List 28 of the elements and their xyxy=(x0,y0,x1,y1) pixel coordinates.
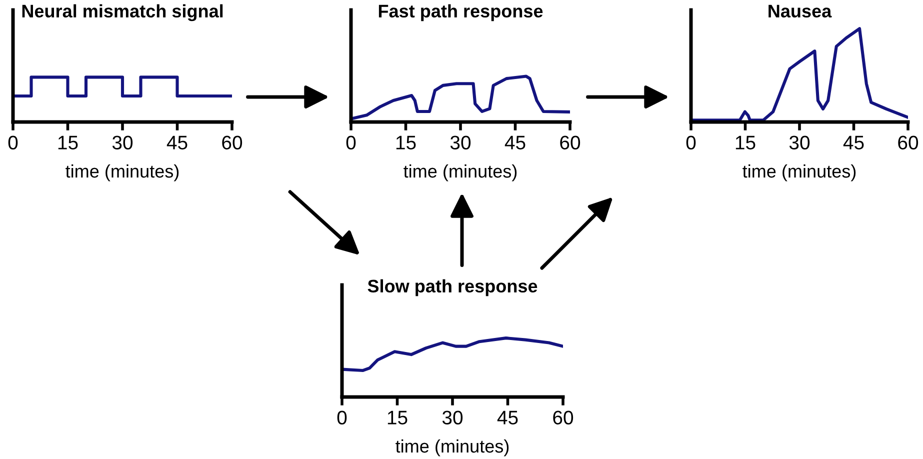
chart-title: Fast path response xyxy=(378,4,543,22)
x-tick-label: 0 xyxy=(686,136,696,150)
x-tick-label: 60 xyxy=(222,136,242,150)
x-axis-title: time (minutes) xyxy=(404,164,517,182)
x-tick-label: 30 xyxy=(442,410,463,424)
x-tick-label: 15 xyxy=(58,136,78,150)
chart-title: Slow path response xyxy=(368,279,538,296)
x-axis-title: time (minutes) xyxy=(396,439,509,456)
x-tick-label: 30 xyxy=(789,136,810,150)
x-tick-label: 60 xyxy=(553,410,574,424)
x-tick-label: 30 xyxy=(112,136,133,150)
x-tick-label: 30 xyxy=(450,136,471,150)
x-tick-label: 45 xyxy=(497,410,518,424)
x-axis-title: time (minutes) xyxy=(66,164,179,182)
x-tick-label: 45 xyxy=(504,136,526,150)
chart-title: Neural mismatch signal xyxy=(22,4,223,22)
x-tick-label: 0 xyxy=(346,136,356,150)
x-tick-label: 45 xyxy=(166,136,188,150)
x-tick-label: 15 xyxy=(388,410,408,424)
x-tick-label: 60 xyxy=(560,136,580,150)
x-tick-label: 15 xyxy=(736,136,756,150)
x-tick-label: 0 xyxy=(8,136,18,150)
x-tick-label: 60 xyxy=(898,136,918,150)
x-axis-title: time (minutes) xyxy=(742,164,856,182)
x-tick-label: 15 xyxy=(396,136,416,150)
x-tick-label: 0 xyxy=(337,410,347,424)
x-tick-label: 45 xyxy=(843,136,864,150)
chart-title: Nausea xyxy=(768,4,832,18)
